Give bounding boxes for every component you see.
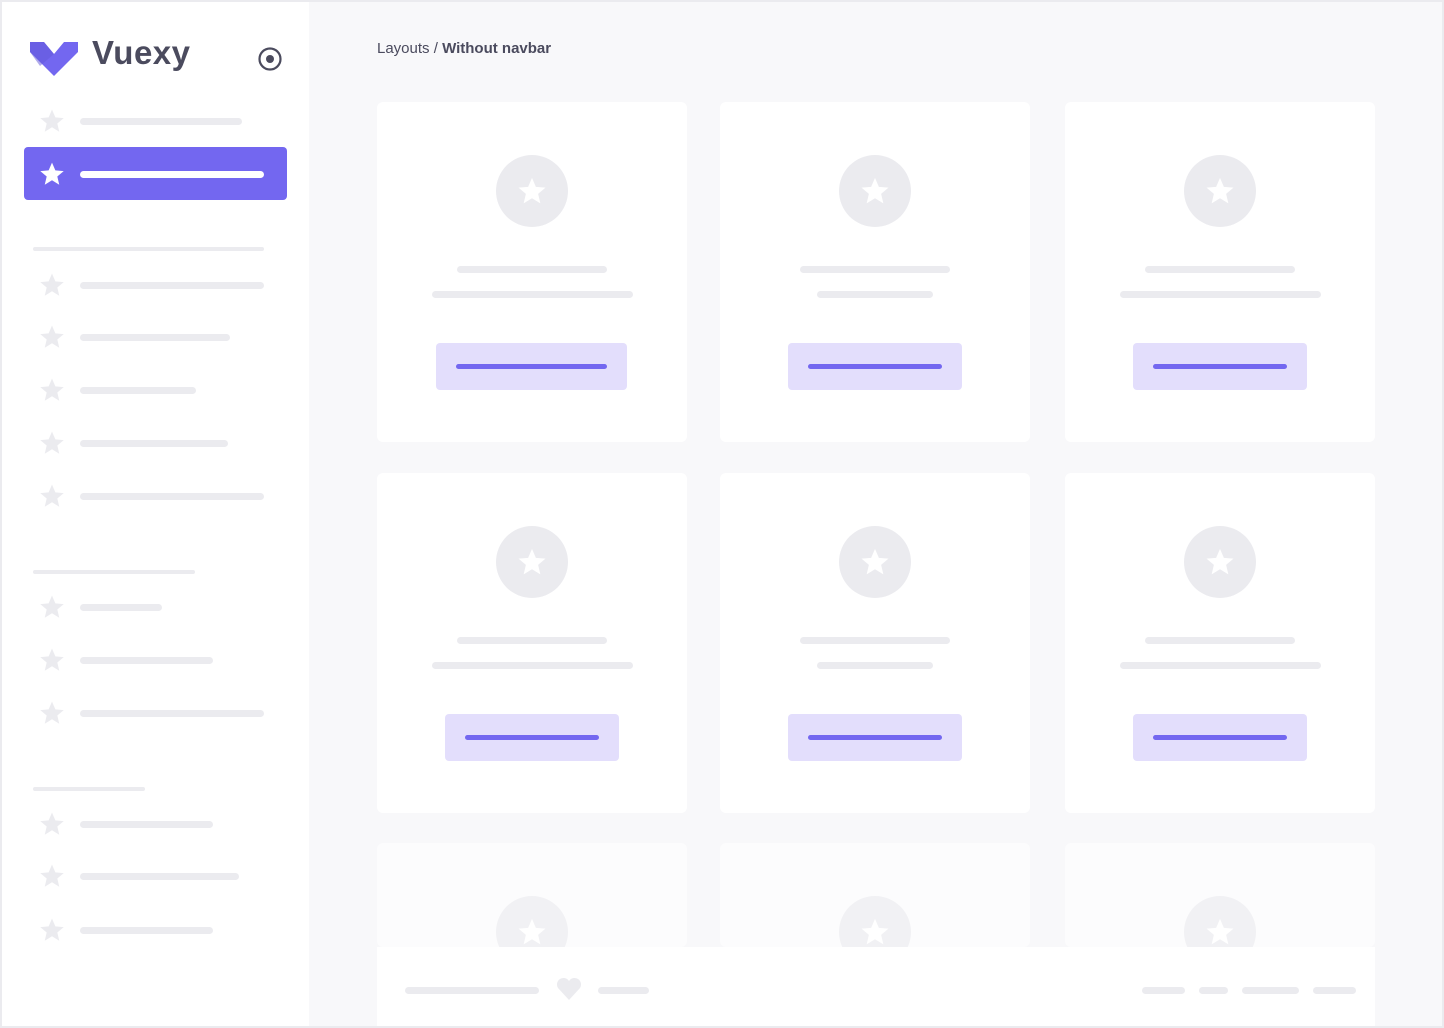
placeholder-card [377,843,687,968]
brand-name: Vuexy [92,34,191,71]
star-icon [517,917,547,947]
card-button[interactable] [788,714,962,761]
star-icon [39,377,65,403]
placeholder-card [720,843,1030,968]
section-divider [33,787,145,791]
section-divider [33,570,195,574]
card-button[interactable] [1133,343,1307,390]
star-icon [39,272,65,298]
star-icon [1205,917,1235,947]
sidebar-item[interactable] [80,118,242,125]
card-button[interactable] [436,343,627,390]
sidebar-item[interactable] [80,927,213,934]
card-button[interactable] [445,714,619,761]
star-icon [1205,176,1235,206]
star-icon [517,547,547,577]
footer-text [405,987,539,994]
star-icon [39,161,65,187]
breadcrumb-current: Without navbar [442,40,552,57]
section-divider [33,247,264,251]
footer-link[interactable] [1242,987,1299,994]
star-icon [39,430,65,456]
footer-link[interactable] [1313,987,1356,994]
star-icon [39,811,65,837]
placeholder-card [1065,102,1375,442]
card-title [800,266,950,273]
radio-circle-icon[interactable] [257,46,283,72]
breadcrumb-parent[interactable]: Layouts [377,40,430,57]
placeholder-card [720,102,1030,442]
card-avatar [1184,526,1256,598]
card-button[interactable] [1133,714,1307,761]
card-title [1145,266,1295,273]
placeholder-card [720,473,1030,813]
star-icon [1205,547,1235,577]
sidebar-item[interactable] [80,282,264,289]
card-avatar [839,526,911,598]
sidebar-item[interactable] [80,604,162,611]
star-icon [39,700,65,726]
card-avatar [496,526,568,598]
card-text [1120,662,1321,669]
star-icon [517,176,547,206]
card-title [800,637,950,644]
star-icon [39,647,65,673]
card-avatar [496,155,568,227]
star-icon [860,917,890,947]
star-icon [39,917,65,943]
sidebar-item[interactable] [80,440,228,447]
sidebar-item[interactable] [80,873,239,880]
sidebar-item[interactable] [80,710,264,717]
sidebar-item[interactable] [80,387,196,394]
footer [377,947,1375,1026]
sidebar-item[interactable] [80,821,213,828]
card-text [817,662,933,669]
placeholder-card [1065,473,1375,813]
star-icon [39,594,65,620]
heart-icon [556,977,582,1000]
footer-link[interactable] [1142,987,1185,994]
card-title [457,637,607,644]
star-icon [39,324,65,350]
footer-link[interactable] [1199,987,1228,994]
sidebar-item[interactable] [80,493,264,500]
card-text [432,662,633,669]
card-title [457,266,607,273]
placeholder-card [1065,843,1375,968]
card-text [817,291,933,298]
star-icon [860,547,890,577]
star-icon [39,108,65,134]
placeholder-card [377,473,687,813]
sidebar-item[interactable] [80,657,213,664]
sidebar-item[interactable] [80,334,230,341]
card-title [1145,637,1295,644]
star-icon [39,863,65,889]
card-text [432,291,633,298]
breadcrumb-separator: / [429,40,443,57]
placeholder-card [377,102,687,442]
card-avatar [1184,155,1256,227]
star-icon [39,483,65,509]
card-avatar [839,155,911,227]
card-text [1120,291,1321,298]
vuexy-logo [30,42,78,76]
card-button[interactable] [788,343,962,390]
star-icon [860,176,890,206]
sidebar: Vuexy [2,2,309,1026]
breadcrumb: Layouts / Without navbar [377,40,551,57]
sidebar-item-label-active[interactable] [80,171,264,178]
footer-text [598,987,649,994]
